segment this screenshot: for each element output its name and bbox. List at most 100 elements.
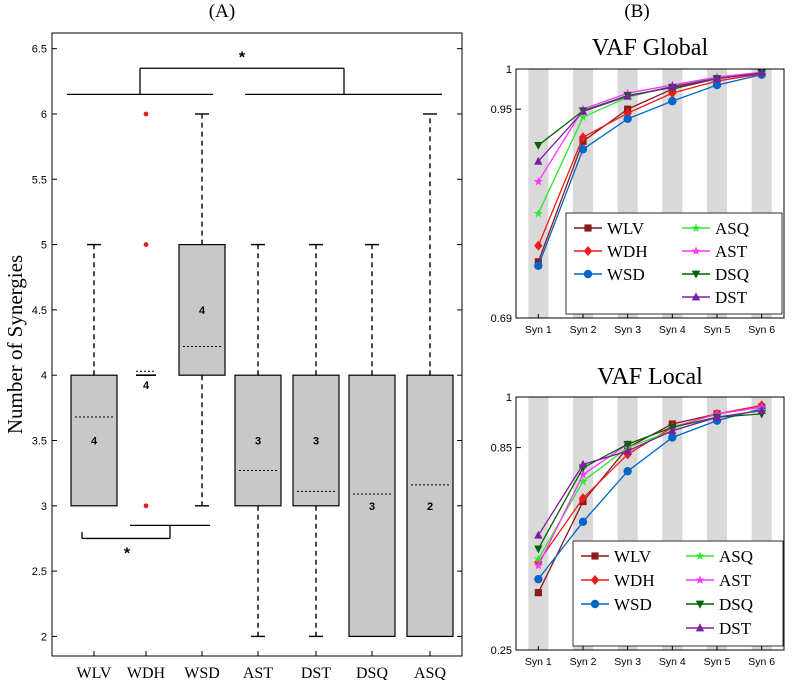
marker-triangle-up bbox=[712, 412, 722, 421]
marker-diamond bbox=[623, 449, 632, 460]
marker-star: ★ bbox=[578, 474, 589, 488]
marker-triangle-up bbox=[691, 292, 701, 301]
marker-square bbox=[534, 589, 542, 597]
x-tick-label: Syn 2 bbox=[570, 656, 597, 668]
legend-label-dsq: DSQ bbox=[715, 265, 749, 284]
marker-star: ★ bbox=[533, 559, 544, 573]
marker-triangle-up bbox=[668, 426, 677, 435]
median-label: 3 bbox=[369, 501, 375, 513]
column-stripe bbox=[528, 397, 549, 650]
marker-circle bbox=[590, 599, 600, 609]
median-label: 4 bbox=[143, 380, 150, 392]
marker-diamond bbox=[590, 574, 600, 586]
y-tick-label: 6.5 bbox=[32, 44, 47, 56]
median-label: 3 bbox=[255, 435, 261, 447]
y-tick-label: 0.95 bbox=[491, 104, 512, 116]
column-stripe bbox=[528, 69, 549, 318]
chart-title: VAF Global bbox=[592, 35, 709, 61]
x-tick-label: Syn 1 bbox=[525, 324, 552, 336]
marker-diamond bbox=[534, 557, 543, 568]
median-label: 3 bbox=[313, 435, 319, 447]
median-label: 4 bbox=[199, 305, 206, 317]
legend-label-ast: AST bbox=[715, 242, 748, 261]
panel-label-b: (B) bbox=[624, 1, 649, 22]
legend-label-dsq: DSQ bbox=[719, 595, 753, 614]
significance-star: * bbox=[124, 545, 131, 562]
legend-label-wlv: WLV bbox=[614, 547, 652, 566]
series-line-wsd bbox=[537, 408, 762, 580]
legend-label-dst: DST bbox=[715, 288, 748, 307]
legend-label-dst: DST bbox=[719, 619, 752, 638]
marker-diamond bbox=[534, 240, 543, 251]
marker-star: ★ bbox=[695, 573, 706, 587]
y-tick-label: 2.5 bbox=[32, 566, 47, 578]
marker-triangle-up bbox=[534, 530, 543, 539]
series-line-dst bbox=[537, 72, 762, 162]
x-tick-label: WDH bbox=[127, 665, 166, 680]
marker-triangle-up bbox=[695, 623, 705, 632]
x-tick-label: ASQ bbox=[414, 665, 446, 680]
marker-circle bbox=[534, 261, 543, 270]
series-line-wdh bbox=[537, 73, 762, 246]
outlier-point bbox=[143, 111, 149, 117]
marker-triangle-up bbox=[668, 82, 677, 91]
marker-triangle-down bbox=[691, 270, 701, 279]
y-tick-label: 4.5 bbox=[32, 305, 47, 317]
vaf-local-panel: VAF Local 0.25 0.85 1 Syn 1 Syn 2 Syn 3 Syn 4 Sy… bbox=[491, 364, 785, 668]
y-tick-label: 5.5 bbox=[32, 174, 47, 186]
x-tick-label: Syn 3 bbox=[614, 656, 641, 668]
marker-circle bbox=[668, 96, 677, 106]
legend-label-wlv: WLV bbox=[607, 219, 645, 238]
x-tick-label: Syn 5 bbox=[704, 324, 731, 336]
outlier-point bbox=[143, 503, 149, 509]
y-tick-label: 0.25 bbox=[491, 645, 512, 657]
marker-circle bbox=[534, 574, 543, 584]
marker-triangle-down bbox=[534, 141, 543, 150]
marker-triangle-down bbox=[623, 440, 632, 449]
marker-circle bbox=[583, 269, 593, 279]
marker-triangle-up bbox=[578, 106, 588, 115]
marker-star: ★ bbox=[578, 468, 589, 482]
y-tick-label: 6 bbox=[41, 109, 47, 121]
marker-circle bbox=[578, 517, 588, 527]
vaf-global-panel: VAF Global 0.69 0.95 1 Syn 1 Syn 2 Syn 3 Syn 4 S… bbox=[491, 35, 785, 336]
x-tick-label: AST bbox=[243, 665, 273, 680]
marker-square bbox=[584, 224, 592, 232]
marker-triangle-up bbox=[712, 74, 722, 82]
plot-frame bbox=[51, 32, 463, 657]
marker-triangle-up bbox=[757, 405, 766, 414]
marker-circle bbox=[578, 145, 588, 154]
plot-frame bbox=[515, 68, 785, 319]
box bbox=[406, 374, 454, 638]
x-tick-label: WLV bbox=[77, 665, 112, 680]
marker-diamond bbox=[583, 245, 593, 257]
legend-box bbox=[572, 540, 784, 647]
legend-box bbox=[565, 212, 783, 315]
marker-star: ★ bbox=[695, 549, 706, 563]
plot-frame bbox=[515, 396, 785, 651]
series-line-wsd bbox=[537, 73, 762, 267]
marker-triangle-up bbox=[623, 446, 632, 455]
legend-label-asq: ASQ bbox=[719, 547, 753, 566]
x-tick-label: Syn 4 bbox=[659, 656, 686, 668]
legend-label-wsd: WSD bbox=[614, 595, 652, 614]
marker-triangle-up bbox=[534, 156, 543, 165]
panel-label-a: (A) bbox=[209, 1, 235, 22]
x-tick-label: Syn 1 bbox=[525, 656, 552, 668]
legend-label-wdh: WDH bbox=[607, 242, 648, 261]
marker-star: ★ bbox=[691, 244, 702, 258]
legend-label-wsd: WSD bbox=[607, 265, 645, 284]
x-tick-label: DST bbox=[301, 665, 331, 680]
marker-circle bbox=[668, 433, 677, 442]
x-tick-label: DSQ bbox=[356, 665, 388, 680]
marker-square bbox=[591, 552, 599, 560]
marker-triangle-down bbox=[695, 600, 705, 609]
median-label: 4 bbox=[91, 435, 98, 447]
legend-label-ast: AST bbox=[719, 571, 752, 590]
marker-star: ★ bbox=[533, 552, 544, 566]
y-tick-label: 0.85 bbox=[491, 443, 512, 455]
marker-star: ★ bbox=[578, 110, 589, 124]
marker-star: ★ bbox=[691, 221, 702, 235]
marker-diamond bbox=[578, 132, 588, 143]
